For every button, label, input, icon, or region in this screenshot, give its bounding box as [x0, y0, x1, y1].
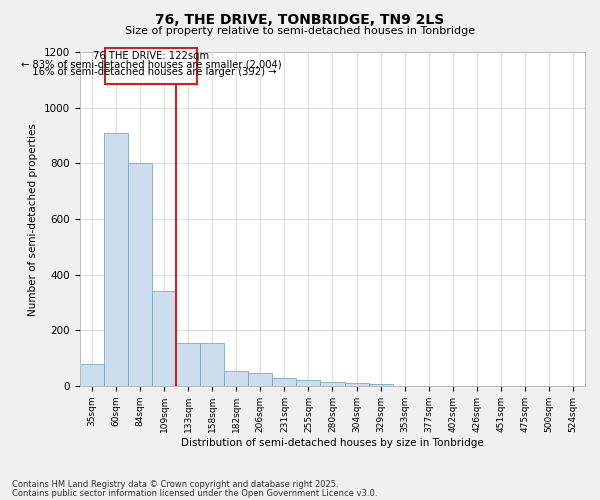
- Bar: [368, 384, 392, 386]
- Bar: [80, 364, 104, 386]
- Bar: [200, 343, 224, 386]
- Text: Size of property relative to semi-detached houses in Tonbridge: Size of property relative to semi-detach…: [125, 26, 475, 36]
- Bar: [248, 374, 272, 386]
- Text: 76, THE DRIVE, TONBRIDGE, TN9 2LS: 76, THE DRIVE, TONBRIDGE, TN9 2LS: [155, 12, 445, 26]
- Bar: [104, 133, 128, 386]
- Text: ← 83% of semi-detached houses are smaller (2,004): ← 83% of semi-detached houses are smalle…: [20, 60, 281, 70]
- Bar: [105, 48, 197, 84]
- Bar: [152, 292, 176, 386]
- Bar: [296, 380, 320, 386]
- Bar: [272, 378, 296, 386]
- Bar: [344, 383, 368, 386]
- Bar: [224, 370, 248, 386]
- Bar: [176, 343, 200, 386]
- Text: 76 THE DRIVE: 122sqm: 76 THE DRIVE: 122sqm: [93, 52, 209, 62]
- X-axis label: Distribution of semi-detached houses by size in Tonbridge: Distribution of semi-detached houses by …: [181, 438, 484, 448]
- Y-axis label: Number of semi-detached properties: Number of semi-detached properties: [28, 122, 38, 316]
- Text: Contains public sector information licensed under the Open Government Licence v3: Contains public sector information licen…: [12, 489, 377, 498]
- Text: Contains HM Land Registry data © Crown copyright and database right 2025.: Contains HM Land Registry data © Crown c…: [12, 480, 338, 489]
- Text: 16% of semi-detached houses are larger (392) →: 16% of semi-detached houses are larger (…: [26, 67, 276, 77]
- Bar: [128, 164, 152, 386]
- Bar: [320, 382, 344, 386]
